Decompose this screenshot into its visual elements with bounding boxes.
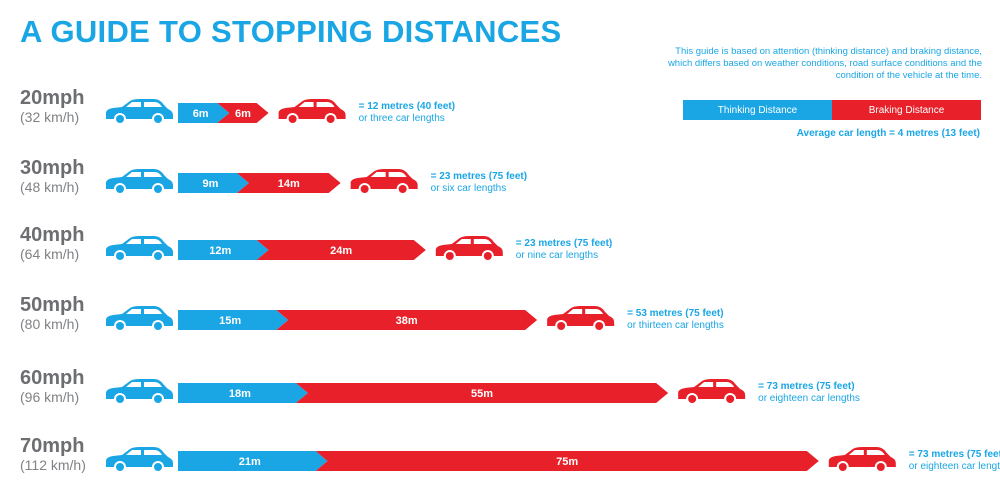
average-car-length: Average car length = 4 metres (13 feet) <box>796 128 980 139</box>
speed-label: 30mph (48 km/h) <box>20 158 84 196</box>
speed-mph: 50mph <box>20 294 85 316</box>
red-car-icon <box>828 447 896 473</box>
legend: Thinking Distance Braking Distance <box>683 100 981 120</box>
car-lengths: or six car lengths <box>430 183 507 194</box>
stopping-distance-total: = 73 metres (75 feet) or eighteen car len… <box>758 381 860 405</box>
braking-bar <box>295 383 669 403</box>
blue-car-icon <box>106 447 173 473</box>
braking-value-label: 24m <box>330 245 352 257</box>
thinking-bar <box>178 451 328 471</box>
car-lengths: or three car lengths <box>358 113 445 124</box>
red-car-icon <box>350 169 418 195</box>
car-lengths: or eighteen car lengths <box>758 393 860 404</box>
red-car-icon <box>547 306 615 332</box>
speed-label: 50mph (80 km/h) <box>20 295 84 333</box>
braking-value-label: 6m <box>235 108 251 120</box>
total-metres: = 23 metres (75 feet) <box>430 171 528 182</box>
total-metres: = 73 metres (75 feet) <box>908 449 1000 460</box>
total-metres: = 23 metres (75 feet) <box>515 238 613 249</box>
thinking-value-label: 9m <box>203 178 219 190</box>
braking-value-label: 75m <box>556 456 578 468</box>
red-car-icon <box>435 236 503 262</box>
thinking-value-label: 18m <box>229 388 251 400</box>
braking-bar <box>217 103 269 123</box>
thinking-bar <box>178 103 230 123</box>
stopping-distance-total: = 23 metres (75 feet) or nine car lengths <box>516 238 612 262</box>
speed-mph: 20mph <box>20 87 85 109</box>
stopping-distance-total: = 53 metres (75 feet) or thirteen car len… <box>627 308 724 332</box>
speed-kmh: (96 km/h) <box>20 389 80 405</box>
speed-mph: 30mph <box>20 157 85 179</box>
speed-kmh: (80 km/h) <box>20 316 80 332</box>
speed-mph: 60mph <box>20 367 85 389</box>
legend-braking: Braking Distance <box>832 100 981 120</box>
stopping-distance-total: = 73 metres (75 feet) or eighteen car len… <box>909 449 1000 473</box>
speed-label: 70mph (112 km/h) <box>20 436 86 474</box>
car-lengths: or nine car lengths <box>515 250 599 261</box>
speed-kmh: (48 km/h) <box>20 179 80 195</box>
stopping-distance-total: = 23 metres (75 feet) or six car lengths <box>431 171 527 195</box>
speed-mph: 70mph <box>20 435 85 457</box>
braking-bar <box>256 240 426 260</box>
thinking-value-label: 12m <box>209 245 231 257</box>
thinking-value-label: 15m <box>219 315 241 327</box>
thinking-bar <box>178 310 289 330</box>
blue-car-icon <box>106 99 173 125</box>
blue-car-icon <box>106 169 173 195</box>
braking-value-label: 38m <box>396 315 418 327</box>
red-car-icon <box>678 379 746 405</box>
speed-kmh: (112 km/h) <box>20 457 86 473</box>
blue-car-icon <box>106 236 173 262</box>
total-metres: = 73 metres (75 feet) <box>758 381 855 392</box>
speed-mph: 40mph <box>20 224 85 246</box>
speed-label: 20mph (32 km/h) <box>20 88 84 126</box>
thinking-bar <box>178 173 249 193</box>
stopping-distance-total: = 12 metres (40 feet) or three car length… <box>359 101 455 125</box>
speed-kmh: (64 km/h) <box>20 246 80 262</box>
car-lengths: or thirteen car lengths <box>627 320 724 331</box>
legend-thinking: Thinking Distance <box>683 100 832 120</box>
blue-car-icon <box>106 306 173 332</box>
thinking-value-label: 21m <box>239 456 261 468</box>
chart-title: A GUIDE TO STOPPING DISTANCES <box>20 14 562 49</box>
red-car-icon <box>278 99 346 125</box>
total-metres: = 12 metres (40 feet) <box>358 101 456 112</box>
thinking-bar <box>178 383 308 403</box>
thinking-value-label: 6m <box>193 108 209 120</box>
braking-bar <box>276 310 538 330</box>
total-metres: = 53 metres (75 feet) <box>627 308 724 319</box>
speed-label: 60mph (96 km/h) <box>20 368 84 406</box>
braking-bar <box>236 173 341 193</box>
braking-bar <box>315 451 819 471</box>
braking-value-label: 55m <box>471 388 493 400</box>
chart-note: This guide is based on attention (thinki… <box>667 46 982 81</box>
speed-label: 40mph (64 km/h) <box>20 225 84 263</box>
thinking-bar <box>178 240 269 260</box>
braking-value-label: 14m <box>278 178 300 190</box>
speed-kmh: (32 km/h) <box>20 109 80 125</box>
blue-car-icon <box>106 379 173 405</box>
car-lengths: or eighteen car lengths <box>908 461 1000 472</box>
